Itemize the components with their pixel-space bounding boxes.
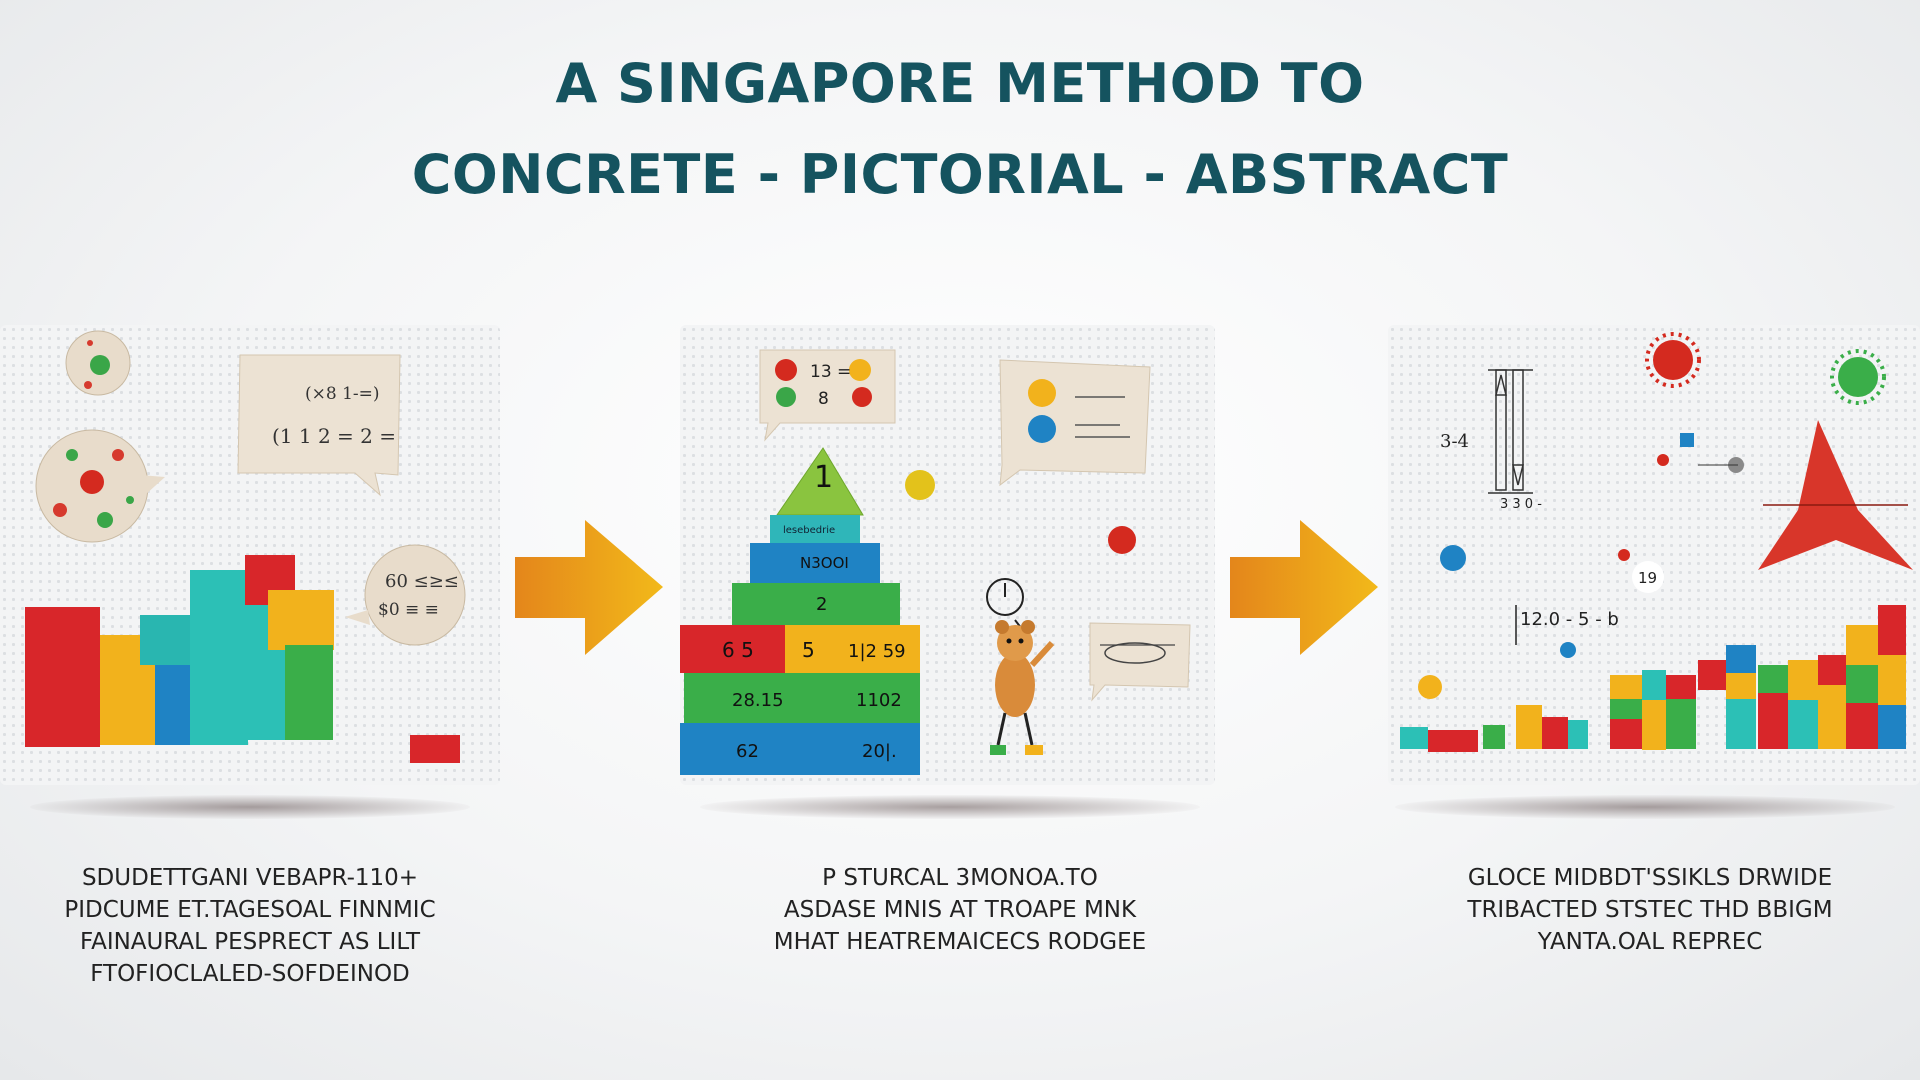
pictorial-caption-line-3: MHAT HEATREMAICECS RODGEE bbox=[773, 929, 1147, 955]
abstract-panel: 3-4 3 3 0 - 19 12.0 - 5 - b bbox=[1388, 325, 1920, 785]
pyramid-row-6a-label: 62 bbox=[736, 741, 759, 762]
arrow-right-icon-2 bbox=[1230, 520, 1378, 655]
number-bubble: 60 ≤≥≤ $0 ≡ ≡ bbox=[345, 544, 466, 646]
pictorial-panel: 13 = 8 1 lesebedrie N3OOI 2 bbox=[680, 325, 1215, 785]
abstract-blocks bbox=[1400, 605, 1906, 752]
pyramid-row-3-label: 2 bbox=[816, 594, 827, 615]
card-text-a: 13 = bbox=[810, 362, 851, 382]
concrete-caption-line-2: PIDCUME ET.TAGESOAL FINNMIC bbox=[64, 897, 436, 923]
pictorial-caption-line-1: P STURCAL 3MONOA.TO bbox=[822, 865, 1098, 891]
page-title-line-2: CONCRETE - PICTORIAL - ABSTRACT bbox=[411, 143, 1509, 206]
pyramid-row-2-label: N3OOI bbox=[800, 554, 849, 572]
abstract-label-b: 3 3 0 - bbox=[1500, 497, 1542, 512]
small-red-dot-icon bbox=[1618, 549, 1630, 561]
pyramid-row-4a-label: 6 5 bbox=[722, 638, 754, 662]
concrete-caption: SDUDETTGANI VEBAPR-110+ PIDCUME ET.TAGES… bbox=[20, 862, 480, 990]
pyramid-row-5b-label: 1102 bbox=[856, 690, 902, 711]
blue-ball-icon bbox=[1440, 545, 1466, 571]
red-ball-icon bbox=[1108, 526, 1136, 554]
red-spiky-ball-icon bbox=[1645, 332, 1701, 388]
model-card bbox=[999, 359, 1151, 487]
formula-text-b: (1 1 2 = 2 = bbox=[272, 424, 396, 448]
abstract-label-a: 3-4 bbox=[1440, 431, 1469, 452]
abstract-shadow bbox=[1395, 795, 1895, 819]
pictorial-caption: P STURCAL 3MONOA.TO ASDASE MNIS AT TROAP… bbox=[710, 862, 1210, 958]
pyramid-row-4b-label: 5 bbox=[802, 638, 815, 662]
abstract-label-d: 12.0 - 5 - b bbox=[1520, 609, 1619, 630]
page-title-line-1: A SINGAPORE METHOD TO bbox=[555, 52, 1365, 115]
abstract-caption-line-3: YANTA.OAL REPREC bbox=[1537, 929, 1763, 955]
mascot-figure bbox=[990, 620, 1055, 755]
concrete-caption-line-4: FTOFIOCLALED-SOFDEINOD bbox=[90, 961, 410, 987]
abstract-label-c: 19 bbox=[1638, 569, 1657, 587]
blue-dot-icon bbox=[1560, 642, 1576, 658]
formula-text-a: (×8 1-=) bbox=[305, 384, 380, 404]
equation-card bbox=[1089, 622, 1191, 702]
card-text-b: 8 bbox=[818, 389, 829, 409]
number-text-b: $0 ≡ ≡ bbox=[378, 600, 439, 620]
number-badge bbox=[1632, 561, 1664, 593]
dots-card: 13 = 8 bbox=[759, 349, 896, 442]
pyramid-row-4c-label: 1|2 59 bbox=[848, 641, 906, 662]
abstract-caption-line-1: GLOCE MIDBDT'SSIKLS DRWIDE bbox=[1467, 865, 1833, 891]
concrete-caption-line-1: SDUDETTGANI VEBAPR-110+ bbox=[81, 865, 419, 891]
concrete-blocks bbox=[25, 555, 460, 763]
dots-bubble-small bbox=[65, 330, 131, 396]
arrow-right-icon bbox=[515, 520, 663, 655]
pyramid-top-label: 1 bbox=[814, 460, 833, 495]
red-dot-icon bbox=[1657, 454, 1669, 466]
formula-card: (×8 1-=) (1 1 2 = 2 = bbox=[237, 354, 401, 497]
pictorial-caption-line-2: ASDASE MNIS AT TROAPE MNK bbox=[783, 897, 1137, 923]
number-pyramid: 1 lesebedrie N3OOI 2 6 5 5 1|2 59 28.15 … bbox=[680, 447, 920, 775]
number-text-a: 60 ≤≥≤ bbox=[385, 571, 459, 592]
concrete-caption-line-3: FAINAURAL PESPRECT AS LILT bbox=[79, 929, 421, 955]
measurement-bars bbox=[1488, 369, 1533, 494]
abstract-caption-line-2: TRIBACTED STSTEC THD BBIGM bbox=[1467, 897, 1833, 923]
yellow-ball-icon-2 bbox=[1418, 675, 1442, 699]
red-triangle-icon bbox=[1758, 420, 1913, 570]
dots-bubble-large bbox=[35, 429, 165, 543]
abstract-caption: GLOCE MIDBDT'SSIKLS DRWIDE TRIBACTED STS… bbox=[1400, 862, 1900, 958]
pyramid-row-1-label: lesebedrie bbox=[783, 525, 835, 536]
blue-cube-icon bbox=[1680, 433, 1694, 447]
yellow-ball-icon bbox=[905, 470, 935, 500]
pyramid-row-5a-label: 28.15 bbox=[732, 690, 784, 711]
concrete-panel: (×8 1-=) (1 1 2 = 2 = 60 ≤≥≤ $0 ≡ ≡ bbox=[0, 325, 500, 785]
concrete-shadow bbox=[30, 795, 470, 819]
green-spiky-ball-icon bbox=[1830, 349, 1886, 405]
pictorial-shadow bbox=[700, 795, 1200, 819]
pyramid-row-6b-label: 20|. bbox=[862, 741, 897, 762]
